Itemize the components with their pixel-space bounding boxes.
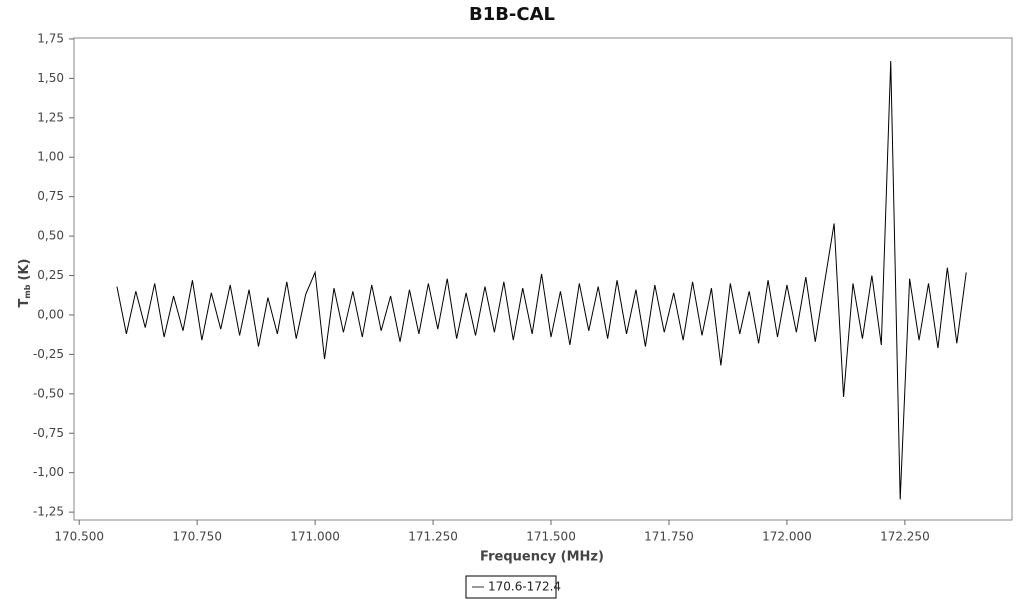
y-tick-label: -1,00 [33, 465, 64, 479]
plot-area [73, 37, 1013, 521]
y-tick-label: 0,00 [37, 307, 64, 321]
y-tick-label: -1,25 [33, 505, 64, 519]
x-tick-label: 171.000 [290, 530, 340, 544]
x-tick-label: 171.500 [526, 530, 576, 544]
x-tick-label: 172.250 [880, 530, 930, 544]
x-tick-label: 171.750 [644, 530, 694, 544]
chart-title: B1B-CAL [469, 4, 555, 25]
y-tick-label: 1,00 [37, 150, 64, 164]
y-tick-label: -0,75 [33, 426, 64, 440]
x-tick-label: 170.750 [172, 530, 222, 544]
y-tick-label: 1,25 [37, 110, 64, 124]
x-tick-label: 171.250 [408, 530, 458, 544]
y-label-sub: mb [23, 284, 32, 298]
y-tick-label: 1,50 [37, 71, 64, 85]
y-tick-label: 0,75 [37, 189, 64, 203]
y-tick-label: 0,50 [37, 229, 64, 243]
y-label-main: T [17, 298, 32, 307]
legend-label: 170.6-172.4 [488, 580, 561, 594]
y-tick-label: 0,25 [37, 268, 64, 282]
y-tick-label: -0,25 [33, 347, 64, 361]
y-label-unit: (K) [17, 259, 32, 281]
x-tick-label: 170.500 [54, 530, 104, 544]
x-tick-label: 172.000 [762, 530, 812, 544]
y-tick-label: -0,50 [33, 386, 64, 400]
y-axis-label: Tmb (K) [17, 259, 32, 308]
y-tick-label: 1,75 [37, 31, 64, 45]
series-line [116, 61, 967, 500]
legend-box [465, 575, 557, 599]
x-axis-label: Frequency (MHz) [480, 550, 604, 565]
